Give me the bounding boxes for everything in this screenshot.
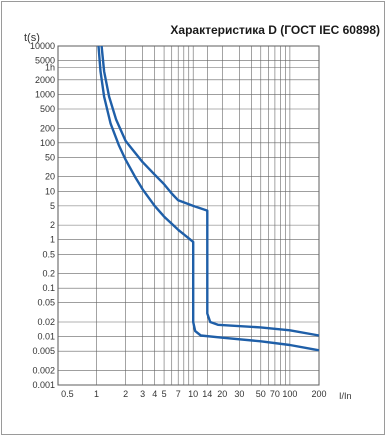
x-tick-label: 4 xyxy=(152,389,157,399)
y-tick-label: 1h xyxy=(45,62,55,72)
upper-trip-curve xyxy=(100,45,320,337)
y-tick-label: 200 xyxy=(40,123,55,133)
x-tick-label: 14 xyxy=(202,389,212,399)
y-tick-label: 1 xyxy=(50,235,55,245)
lower-trip-curve xyxy=(97,45,320,352)
y-tick-label: 0.005 xyxy=(32,346,55,356)
x-tick-label: 100 xyxy=(282,389,297,399)
x-tick-label: 7 xyxy=(176,389,181,399)
x-tick-label: 1 xyxy=(94,389,99,399)
x-tick-label: 30 xyxy=(234,389,244,399)
y-tick-label: 0.05 xyxy=(37,298,55,308)
y-tick-label: 0.001 xyxy=(32,380,55,390)
x-tick-label: 10 xyxy=(188,389,198,399)
x-tick-label: 200 xyxy=(311,389,326,399)
chart-title: Характеристика D (ГОСТ IEC 60898) xyxy=(170,23,380,37)
y-tick-label: 0.5 xyxy=(42,249,55,259)
y-tick-label: 0.02 xyxy=(37,317,55,327)
y-tick-label: 2 xyxy=(50,220,55,230)
y-tick-label: 20 xyxy=(45,172,55,182)
y-tick-label: 10 xyxy=(45,186,55,196)
x-tick-label: 50 xyxy=(256,389,266,399)
y-tick-label: 2000 xyxy=(35,75,55,85)
y-tick-label: 5 xyxy=(50,201,55,211)
x-tick-label: 5 xyxy=(162,389,167,399)
y-tick-label: 1000 xyxy=(35,89,55,99)
y-tick-label: 100 xyxy=(40,138,55,148)
x-axis-label: I/In xyxy=(339,391,352,401)
y-tick-label: 0.1 xyxy=(42,283,55,293)
y-tick-label: 10000 xyxy=(30,41,55,51)
y-tick-label: 50 xyxy=(45,152,55,162)
y-axis-label: t(s) xyxy=(24,32,40,44)
y-tick-label: 0.002 xyxy=(32,365,55,375)
x-tick-label: 20 xyxy=(217,389,227,399)
y-tick-label: 0.2 xyxy=(42,269,55,279)
x-tick-label: 2 xyxy=(123,389,128,399)
y-tick-label: 500 xyxy=(40,104,55,114)
x-tick-label: 70 xyxy=(270,389,280,399)
y-tick-label: 0.01 xyxy=(37,332,55,342)
x-tick-label: 3 xyxy=(140,389,145,399)
y-tick-label: 5000 xyxy=(35,56,55,66)
x-tick-label: 0.5 xyxy=(61,389,74,399)
